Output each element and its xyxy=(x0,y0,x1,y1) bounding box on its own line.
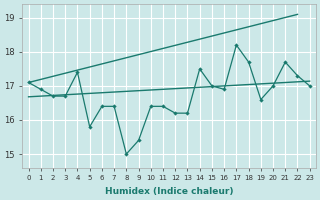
X-axis label: Humidex (Indice chaleur): Humidex (Indice chaleur) xyxy=(105,187,233,196)
